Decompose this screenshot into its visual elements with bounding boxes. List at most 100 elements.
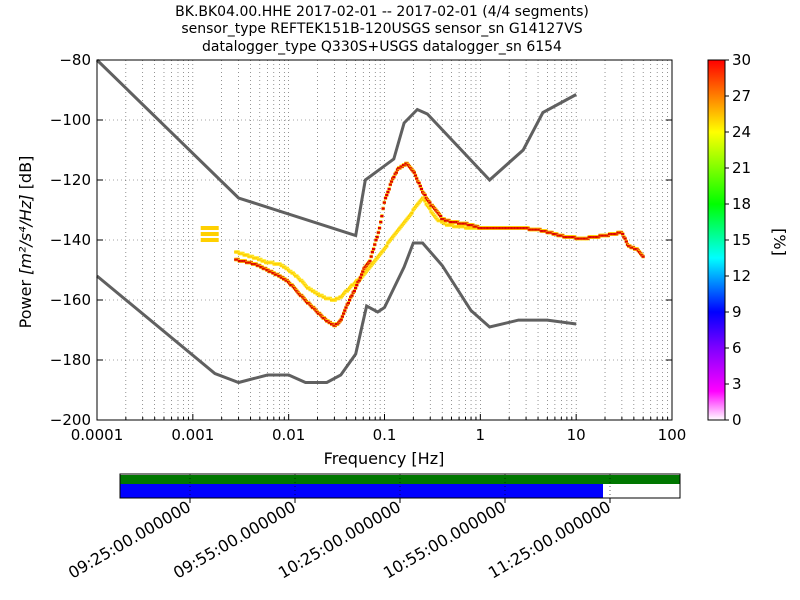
dominant-psd-cell [339, 318, 343, 321]
colorbar-tick-label: 12 [732, 267, 751, 285]
dominant-psd-cell [368, 260, 372, 263]
low-noise-model-line [96, 241, 577, 385]
psd-plot-area: 0.0001 0.001 0.01 0.1 1 10 100 −200 −180 −160 −14… [16, 51, 686, 468]
secondary-psd-cell [423, 200, 427, 203]
x-tick-label: 100 [658, 426, 687, 444]
colorbar-tick-label: 30 [732, 51, 751, 69]
y-tick-label: −180 [50, 351, 91, 369]
dominant-psd-cell [641, 255, 645, 258]
y-tick-label: −100 [50, 111, 91, 129]
dominant-psd-cell [379, 221, 383, 224]
y-axis-label-prefix: Power [16, 275, 35, 328]
x-axis-label: Frequency [Hz] [324, 449, 445, 468]
dominant-psd-cell [346, 302, 350, 305]
y-axis-label-units: [m²/s⁴/Hz] [16, 194, 35, 274]
dominant-psd-cell [418, 185, 422, 188]
dominant-psd-cell [340, 315, 345, 318]
dominant-psd-cell [376, 231, 380, 234]
y-axis-label: Power [m²/s⁴/Hz] [dB] [16, 156, 35, 329]
colorbar-tick-label: 6 [732, 339, 742, 357]
secondary-psd-cell [428, 207, 432, 210]
colorbar-tick-label: 24 [732, 123, 751, 141]
dominant-psd-cell [350, 294, 354, 297]
colorbar-tick-label: 27 [732, 87, 751, 105]
low-frequency-block [200, 226, 219, 230]
dominant-psd-cell [392, 176, 396, 179]
coverage-blue-bar [120, 484, 603, 498]
x-tick-label: 1 [476, 426, 486, 444]
psd-histogram-cells [200, 161, 645, 328]
colorbar-tick-label: 9 [732, 303, 742, 321]
dominant-psd-cell [417, 182, 421, 185]
colorbar: 0 3 6 9 12 15 18 21 24 27 30 [%] [707, 51, 789, 429]
dominant-psd-cell [394, 171, 398, 174]
dominant-psd-cell [358, 276, 362, 279]
y-tick-label: −120 [50, 171, 91, 189]
colorbar-ticks: 0 3 6 9 12 15 18 21 24 27 30 [725, 51, 751, 429]
dominant-psd-cell [341, 312, 346, 315]
figure-title: BK.BK04.00.HHE 2017-02-01 -- 2017-02-01 … [175, 4, 589, 55]
low-frequency-block [200, 238, 219, 242]
dominant-psd-cell [353, 287, 358, 290]
dominant-psd-cell [344, 306, 348, 309]
colorbar-tick-label: 3 [732, 375, 742, 393]
x-tick-label: 0.001 [171, 426, 214, 444]
dominant-psd-cell [388, 183, 392, 186]
x-tick-label: 0.1 [373, 426, 397, 444]
dominant-psd-cell [373, 243, 377, 246]
x-tick-label: 10 [567, 426, 586, 444]
dominant-psd-cell [389, 180, 394, 183]
dominant-psd-cell [413, 174, 418, 177]
dominant-psd-cell [374, 239, 378, 242]
dominant-psd-cell [621, 233, 625, 236]
data-coverage-strip: 09:25:00.00000009:55:00.00000010:25:00.0… [65, 473, 681, 582]
x-axis-ticks: 0.0001 0.001 0.01 0.1 1 10 100 [71, 414, 687, 444]
dominant-psd-cell [343, 309, 347, 312]
y-axis-ticks: −200 −180 −160 −140 −120 −100 −80 [50, 51, 672, 429]
colorbar-tick-label: 15 [732, 231, 751, 249]
title-line-3: datalogger_type Q330S+USGS datalogger_sn… [202, 39, 562, 55]
x-tick-label: 0.01 [272, 426, 305, 444]
dominant-psd-cell [355, 284, 359, 287]
dominant-psd-cell [386, 191, 390, 194]
dominant-psd-cell [347, 299, 352, 302]
dominant-psd-cell [415, 177, 419, 180]
dominant-psd-cell [383, 197, 388, 200]
dominant-psd-cell [361, 270, 365, 273]
title-line-1: BK.BK04.00.HHE 2017-02-01 -- 2017-02-01 … [175, 4, 589, 20]
low-frequency-block [200, 232, 219, 236]
dominant-psd-cell [359, 273, 364, 276]
dominant-psd-cell [370, 251, 374, 254]
secondary-psd-cell [385, 245, 389, 248]
dominant-psd-cell [352, 290, 356, 293]
dominant-psd-cell [381, 207, 385, 210]
colorbar-tick-label: 18 [732, 195, 751, 213]
dominant-psd-cell [380, 215, 384, 218]
dominant-psd-cell [623, 237, 627, 240]
colorbar-tick-label: 21 [732, 159, 751, 177]
y-tick-label: −160 [50, 291, 91, 309]
coverage-green-bar [120, 475, 680, 484]
dominant-psd-cell [357, 279, 361, 282]
dominant-psd-cell [387, 188, 391, 191]
y-axis-label-suffix: [dB] [16, 156, 35, 195]
dominant-psd-cell [377, 227, 382, 230]
high-noise-model-line [95, 58, 577, 238]
dominant-psd-cell [624, 240, 628, 243]
dominant-psd-cell [419, 188, 424, 191]
dominant-psd-cell [382, 201, 386, 204]
x-tick-label: 0.0001 [71, 426, 124, 444]
dominant-psd-cell [369, 255, 373, 258]
secondary-psd-cell [410, 212, 414, 215]
dominant-psd-cell [439, 215, 443, 218]
dominant-psd-cell [412, 171, 416, 174]
log-grid [96, 59, 672, 421]
title-line-2: sensor_type REFTEK151B-120USGS sensor_sn… [181, 21, 582, 37]
dominant-psd-cell [428, 201, 432, 204]
y-tick-label: −80 [59, 51, 91, 69]
dominant-psd-cell [375, 236, 379, 239]
dominant-psd-cell [371, 248, 376, 251]
colorbar-tick-label: 0 [732, 411, 742, 429]
dominant-psd-cell [423, 194, 427, 197]
